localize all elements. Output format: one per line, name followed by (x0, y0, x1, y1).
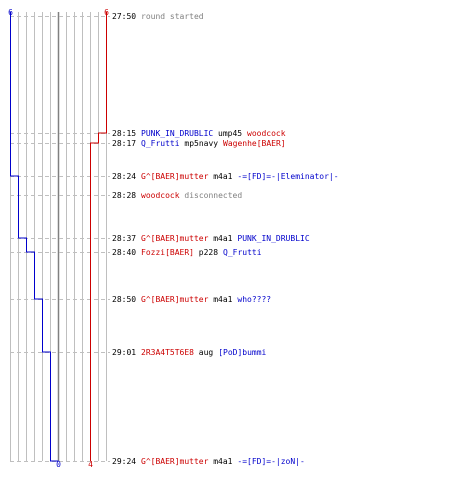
team-a-player-name: -=[FD]=-|Eleminator|- (237, 172, 338, 181)
timeline-grid (10, 12, 107, 461)
weapon-name: aug (199, 348, 214, 357)
team-a-start-count: 6 (8, 8, 13, 17)
event-time: 29:24 (112, 457, 136, 466)
team-count-step-lines (10, 12, 107, 462)
weapon-name: m4a1 (213, 234, 232, 243)
event-time: 28:24 (112, 172, 136, 181)
event-time: 28:15 (112, 129, 136, 138)
team-a-player-name: PUNK_IN_DRUBLIC (237, 234, 309, 243)
event-log: 27:50 round started 28:15 PUNK_IN_DRUBLIC um… (112, 12, 339, 466)
event-row: 27:50 round started (112, 12, 204, 21)
team-b-player-name: woodcock (141, 191, 180, 200)
event-row: 28:50 G^[BAER]mutter m4a1 who???? (112, 295, 271, 304)
team-a-player-name: -=[FD]=-|zoN|- (237, 457, 304, 466)
event-row: 28:40 Fozzi[BAER] p228 Q_Frutti (112, 248, 262, 257)
team-a-player-name: who???? (237, 295, 271, 304)
event-time: 28:37 (112, 234, 136, 243)
team-b-player-name: G^[BAER]mutter (141, 234, 209, 243)
event-time: 28:50 (112, 295, 136, 304)
event-time: 28:40 (112, 248, 136, 257)
team-b-player-name: Wagenhe[BAER] (223, 139, 286, 148)
event-guide-lines (10, 16, 110, 462)
team-a-player-name: Q_Frutti (223, 248, 262, 257)
weapon-name: mp5navy (184, 139, 218, 148)
team-count-labels: 6 6 0 4 (8, 8, 109, 469)
team-b-player-name: 2R3A4T5T6E8 (141, 348, 194, 357)
event-message: round started (141, 12, 204, 21)
event-row: 29:01 2R3A4T5T6E8 aug [PoD]bummi (112, 348, 267, 357)
team-a-player-name: PUNK_IN_DRUBLIC (141, 129, 213, 138)
team-b-step-line (90, 12, 107, 461)
weapon-name: m4a1 (213, 457, 232, 466)
event-row: 28:28 woodcock disconnected (112, 191, 242, 200)
team-a-end-count: 0 (56, 460, 61, 469)
event-row: 28:37 G^[BAER]mutter m4a1 PUNK_IN_DRUBLIC (112, 234, 310, 243)
event-time: 28:28 (112, 191, 136, 200)
team-b-player-name: G^[BAER]mutter (141, 457, 209, 466)
event-row: 29:24 G^[BAER]mutter m4a1 -=[FD]=-|zoN|- (112, 457, 305, 466)
team-a-player-name: [PoD]bummi (218, 348, 266, 357)
event-row: 28:24 G^[BAER]mutter m4a1 -=[FD]=-|Eleminat… (112, 172, 339, 181)
event-time: 27:50 (112, 12, 136, 21)
team-b-start-count: 6 (104, 8, 109, 17)
team-a-step-line (10, 12, 59, 462)
team-b-end-count: 4 (88, 460, 93, 469)
weapon-name: m4a1 (213, 295, 232, 304)
weapon-name: ump45 (218, 129, 242, 138)
team-a-player-name: Q_Frutti (141, 139, 180, 148)
event-message: disconnected (184, 191, 242, 200)
weapon-name: p228 (199, 248, 218, 257)
team-b-player-name: G^[BAER]mutter (141, 172, 209, 181)
weapon-name: m4a1 (213, 172, 232, 181)
event-time: 28:17 (112, 139, 136, 148)
event-row: 28:17 Q_Frutti mp5navy Wagenhe[BAER] (112, 139, 286, 148)
event-row: 28:15 PUNK_IN_DRUBLIC ump45 woodcock (112, 129, 286, 138)
team-b-player-name: Fozzi[BAER] (141, 248, 194, 257)
team-b-player-name: G^[BAER]mutter (141, 295, 209, 304)
team-b-player-name: woodcock (247, 129, 286, 138)
event-time: 29:01 (112, 348, 136, 357)
